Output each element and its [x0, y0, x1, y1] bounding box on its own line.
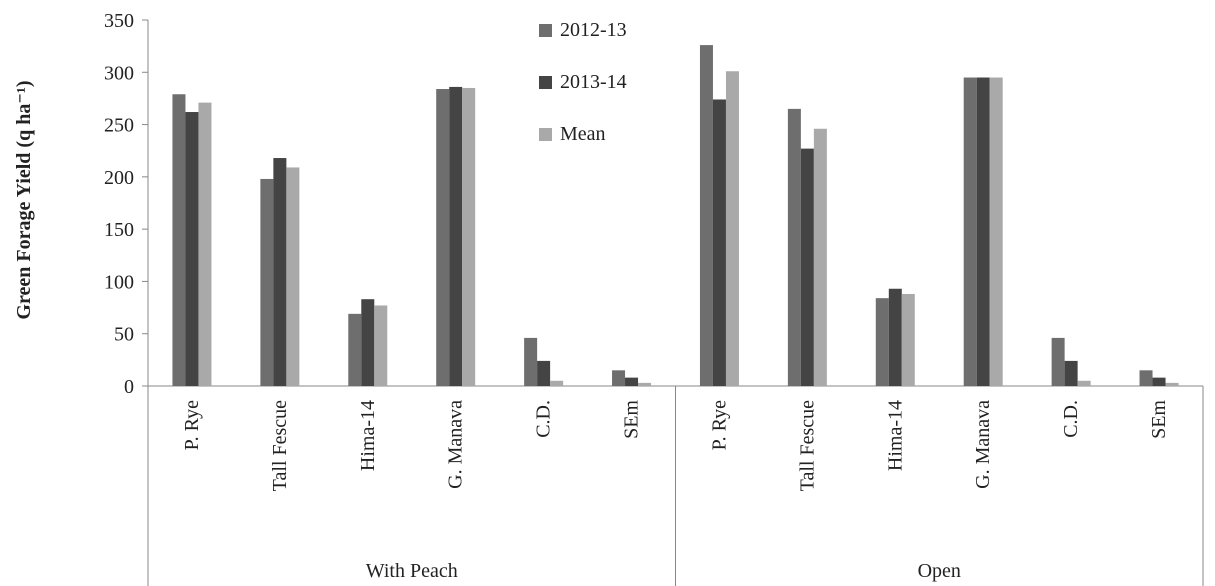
y-tick-label: 350: [104, 10, 134, 32]
y-tick-label: 300: [104, 62, 134, 84]
legend-swatch: [539, 76, 552, 89]
bar: [1051, 337, 1065, 386]
bar: [638, 382, 652, 386]
bar: [361, 299, 375, 386]
y-tick-label: 250: [104, 115, 134, 137]
bar: [286, 167, 300, 386]
bar: [800, 148, 814, 386]
x-tick-label: Hima-14: [357, 400, 379, 471]
bar: [699, 45, 713, 387]
y-tick-label: 100: [104, 271, 134, 293]
x-tick-label: Tall Fescue: [796, 400, 818, 491]
bar: [436, 89, 450, 386]
x-tick-label: P. Rye: [181, 400, 203, 450]
x-tick-label: P. Rye: [708, 400, 730, 450]
x-tick-label: SEm: [1148, 400, 1170, 439]
bar: [989, 77, 1003, 386]
x-tick-label: Tall Fescue: [269, 400, 291, 491]
bar: [725, 71, 739, 387]
bar: [198, 102, 212, 387]
bar: [787, 108, 801, 386]
bar: [888, 288, 902, 386]
x-tick-label: Hima-14: [884, 400, 906, 471]
group-label: Open: [918, 560, 961, 582]
x-tick-label: G. Manava: [972, 400, 994, 489]
legend-swatch: [539, 128, 552, 141]
bar: [449, 86, 463, 386]
bar: [348, 313, 362, 386]
x-tick-label: G. Manava: [445, 400, 467, 489]
legend-label: Mean: [560, 123, 606, 145]
bar: [813, 128, 827, 387]
bar: [550, 380, 564, 386]
bar: [1139, 370, 1153, 386]
x-tick-label: SEm: [621, 400, 643, 439]
y-tick-label: 0: [124, 376, 134, 398]
bar: [976, 77, 990, 386]
bar: [1077, 380, 1091, 386]
bar: [537, 360, 551, 386]
bar: [260, 178, 274, 386]
bar: [462, 87, 476, 386]
bar: [1064, 360, 1078, 386]
y-tick-label: 200: [104, 167, 134, 189]
bar: [875, 298, 889, 386]
legend-swatch: [539, 24, 552, 37]
y-tick-label: 50: [114, 324, 134, 346]
bar: [172, 94, 186, 386]
y-tick-label: 150: [104, 219, 134, 241]
bar: [625, 377, 639, 386]
bar: [374, 305, 388, 386]
bar: [712, 99, 726, 386]
y-axis-title: Green Forage Yield (q ha⁻¹): [13, 80, 35, 319]
x-tick-label: C.D.: [533, 400, 555, 438]
legend-label: 2012-13: [560, 19, 627, 41]
bar: [612, 370, 626, 386]
bar: [901, 293, 915, 386]
x-tick-label: C.D.: [1060, 400, 1082, 438]
bar: [273, 158, 287, 386]
bar: [524, 337, 538, 386]
bar: [1165, 382, 1179, 386]
legend-label: 2013-14: [560, 71, 627, 93]
bar: [185, 112, 199, 386]
bar: [1152, 377, 1166, 386]
bar: [963, 77, 977, 386]
group-label: With Peach: [366, 560, 458, 582]
